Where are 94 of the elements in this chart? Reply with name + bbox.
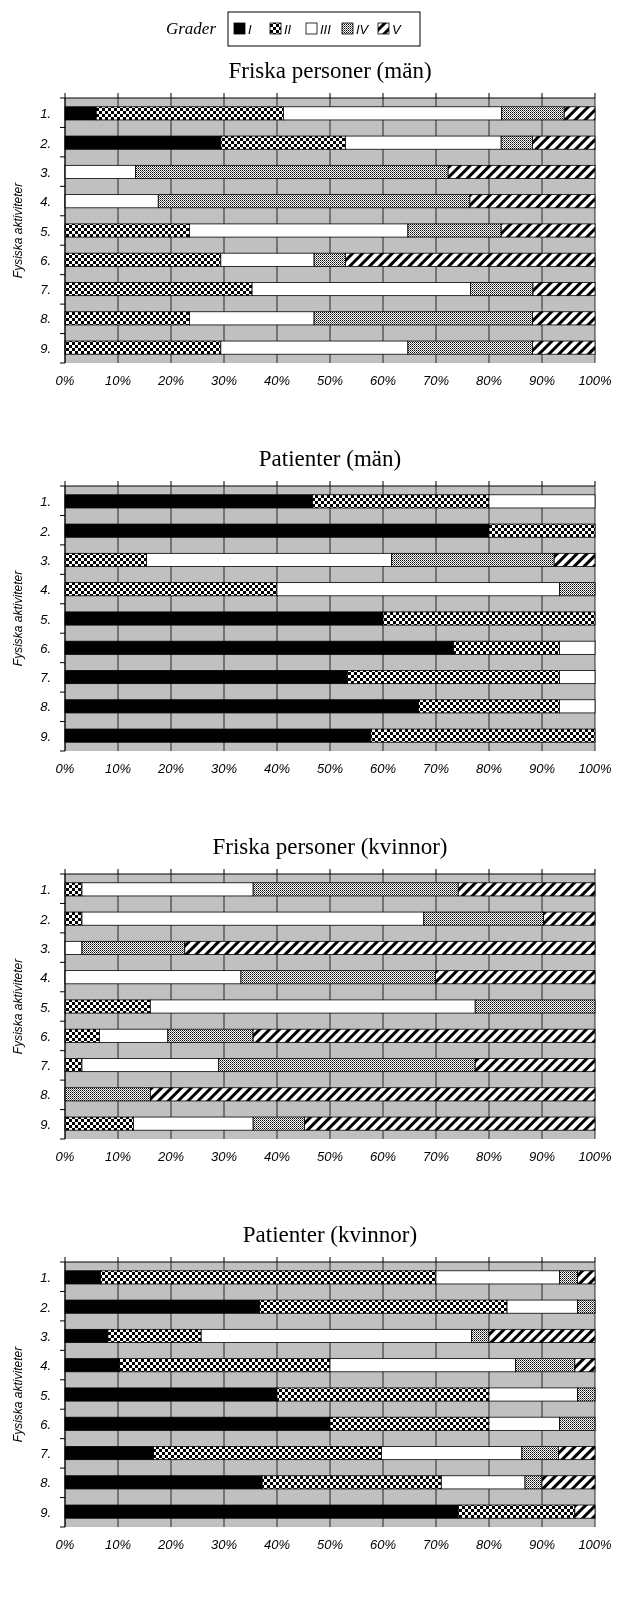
y-tick-label: 3. (40, 164, 51, 180)
x-tick-label: 40% (263, 761, 291, 776)
x-tick-label: 10% (104, 1149, 132, 1164)
x-tick-label: 70% (422, 761, 450, 776)
x-tick-label: 100% (578, 1149, 612, 1164)
x-tick-label: 20% (156, 1149, 185, 1164)
x-tick-label: 60% (369, 1149, 397, 1164)
y-tick-label: 1. (40, 1270, 51, 1286)
x-tick-label: 0% (55, 1537, 75, 1552)
y-tick-label: 6. (40, 640, 51, 656)
x-tick-label: 10% (104, 373, 132, 388)
x-tick-label: 100% (578, 1537, 612, 1552)
y-tick-label: 6. (40, 252, 51, 268)
x-tick-label: 50% (316, 1537, 344, 1552)
y-axis-title: Fysiska aktiviteter (11, 181, 25, 279)
y-tick-label: 4. (40, 582, 51, 598)
x-tick-label: 30% (210, 1537, 238, 1552)
x-tick-label: 0% (55, 373, 75, 388)
x-tick-label: 90% (528, 1537, 556, 1552)
x-tick-label: 60% (369, 1537, 397, 1552)
x-tick-label: 50% (316, 1149, 344, 1164)
y-tick-label: 8. (40, 1087, 51, 1103)
y-tick-label: 7. (40, 1058, 51, 1074)
y-tick-label: 5. (40, 999, 51, 1015)
x-tick-label: 80% (475, 1149, 503, 1164)
y-tick-label: 9. (40, 340, 51, 356)
x-tick-label: 100% (578, 373, 612, 388)
y-tick-label: 2. (39, 1299, 51, 1315)
x-tick-label: 100% (578, 761, 612, 776)
y-tick-label: 2. (39, 135, 51, 151)
x-tick-label: 90% (528, 761, 556, 776)
x-tick-label: 90% (528, 1149, 556, 1164)
y-tick-label: 5. (40, 611, 51, 627)
x-tick-label: 40% (263, 1149, 291, 1164)
legend-label: V (392, 22, 402, 37)
y-tick-label: 9. (40, 728, 51, 744)
legend-title: Grader (165, 19, 217, 38)
y-tick-label: 3. (40, 940, 51, 956)
y-axis-title: Fysiska aktiviteter (11, 1345, 25, 1443)
x-tick-label: 70% (422, 1537, 450, 1552)
y-tick-label: 4. (40, 970, 51, 986)
x-tick-label: 20% (156, 761, 185, 776)
y-tick-label: 6. (40, 1416, 51, 1432)
y-tick-label: 7. (40, 1446, 51, 1462)
y-tick-label: 9. (40, 1504, 51, 1520)
x-tick-label: 60% (369, 373, 397, 388)
x-tick-label: 80% (475, 761, 503, 776)
x-tick-label: 50% (316, 761, 344, 776)
legend-label: II (284, 22, 292, 37)
x-tick-label: 20% (156, 373, 185, 388)
y-tick-label: 9. (40, 1116, 51, 1132)
y-axis-title: Fysiska aktiviteter (11, 957, 25, 1055)
y-tick-label: 2. (39, 523, 51, 539)
y-tick-label: 1. (40, 106, 51, 122)
y-tick-label: 5. (40, 223, 51, 239)
x-tick-label: 70% (422, 1149, 450, 1164)
chart-title: Patienter (män) (258, 446, 402, 471)
legend-label: IV (356, 22, 370, 37)
chart-title: Patienter (kvinnor) (242, 1222, 418, 1247)
chart-title: Friska personer (kvinnor) (212, 834, 448, 859)
x-tick-label: 20% (156, 1537, 185, 1552)
x-tick-label: 10% (104, 1537, 132, 1552)
y-tick-label: 1. (40, 494, 51, 510)
legend-label: I (248, 22, 252, 37)
x-tick-label: 40% (263, 373, 291, 388)
y-tick-label: 7. (40, 282, 51, 298)
y-tick-label: 5. (40, 1387, 51, 1403)
x-tick-label: 80% (475, 373, 503, 388)
x-tick-label: 40% (263, 1537, 291, 1552)
chart-title: Friska personer (män) (228, 58, 432, 83)
x-tick-label: 50% (316, 373, 344, 388)
y-tick-label: 4. (40, 1358, 51, 1374)
x-tick-label: 10% (104, 761, 132, 776)
y-axis-title: Fysiska aktiviteter (11, 569, 25, 667)
y-tick-label: 4. (40, 194, 51, 210)
y-tick-label: 7. (40, 670, 51, 686)
y-tick-label: 8. (40, 311, 51, 327)
x-tick-label: 70% (422, 373, 450, 388)
y-tick-label: 3. (40, 1328, 51, 1344)
y-tick-label: 8. (40, 699, 51, 715)
y-tick-label: 2. (39, 911, 51, 927)
legend-label: III (320, 22, 332, 37)
x-tick-label: 0% (55, 761, 75, 776)
y-tick-label: 8. (40, 1475, 51, 1491)
x-tick-label: 0% (55, 1149, 75, 1164)
x-tick-label: 60% (369, 761, 397, 776)
x-tick-label: 80% (475, 1537, 503, 1552)
y-tick-label: 3. (40, 552, 51, 568)
x-tick-label: 30% (210, 1149, 238, 1164)
x-tick-label: 90% (528, 373, 556, 388)
y-tick-label: 1. (40, 882, 51, 898)
y-tick-label: 6. (40, 1028, 51, 1044)
x-tick-label: 30% (210, 373, 238, 388)
x-tick-label: 30% (210, 761, 238, 776)
